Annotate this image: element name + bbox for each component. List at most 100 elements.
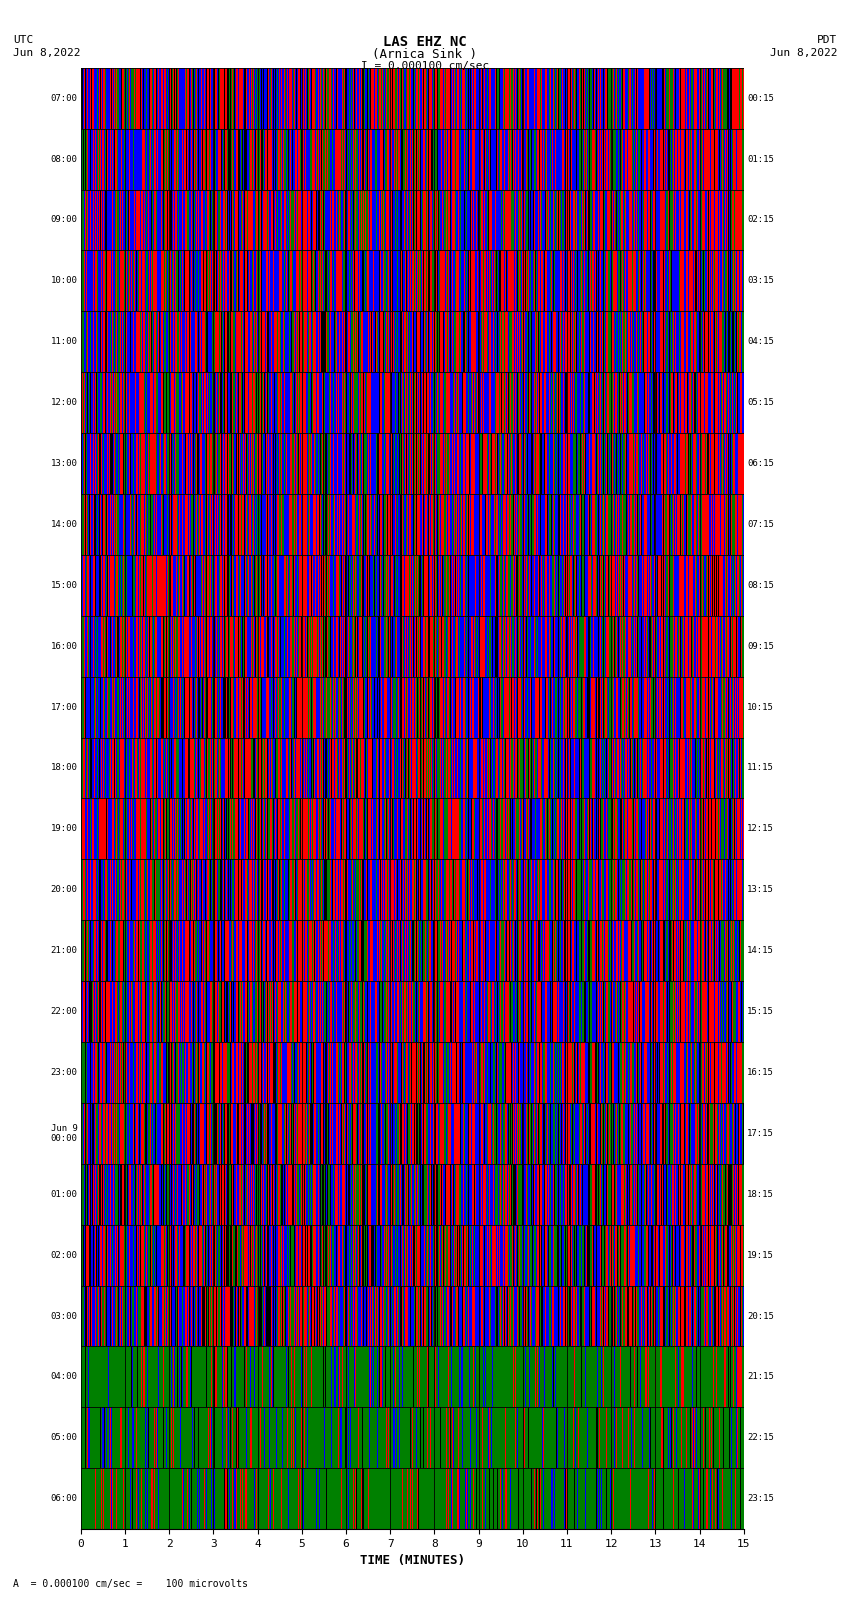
Bar (547, 373, 549, 434)
Bar (190, 677, 192, 737)
Bar (94, 555, 95, 616)
Bar (552, 555, 554, 616)
Bar (577, 1224, 579, 1286)
Bar (507, 798, 509, 860)
Text: 08:15: 08:15 (747, 581, 774, 590)
Bar (132, 860, 134, 919)
Bar (456, 190, 458, 250)
Bar (285, 616, 287, 677)
Bar (711, 129, 714, 190)
Bar (82, 494, 84, 555)
Bar (380, 1347, 382, 1407)
Bar (419, 1103, 421, 1165)
Bar (702, 616, 705, 677)
Bar (658, 919, 660, 981)
Bar (483, 677, 488, 737)
Bar (567, 1468, 574, 1529)
Bar (331, 434, 332, 494)
Bar (738, 434, 740, 494)
Bar (398, 555, 399, 616)
Bar (546, 677, 548, 737)
Bar (348, 616, 349, 677)
Bar (380, 737, 382, 798)
Bar (108, 798, 112, 860)
Bar (222, 798, 224, 860)
Bar (562, 190, 564, 250)
Bar (395, 68, 396, 129)
Bar (141, 860, 144, 919)
Bar (536, 250, 537, 311)
Bar (244, 1286, 246, 1347)
Bar (694, 1224, 696, 1286)
Bar (285, 1165, 286, 1224)
Bar (309, 919, 312, 981)
Bar (310, 1224, 312, 1286)
Bar (693, 129, 694, 190)
Bar (503, 1103, 505, 1165)
Bar (337, 311, 339, 373)
Bar (184, 1468, 187, 1529)
Bar (166, 311, 167, 373)
Bar (115, 190, 116, 250)
Bar (173, 860, 176, 919)
Bar (246, 1103, 247, 1165)
Bar (245, 981, 246, 1042)
Bar (711, 434, 714, 494)
Bar (230, 250, 231, 311)
Bar (82, 1286, 84, 1347)
Bar (241, 1042, 243, 1103)
Bar (697, 129, 699, 190)
Bar (552, 1407, 557, 1468)
Bar (88, 68, 90, 129)
Bar (656, 494, 658, 555)
Bar (246, 1347, 250, 1407)
Bar (632, 494, 633, 555)
Bar (660, 1286, 662, 1347)
Bar (660, 1347, 661, 1407)
Bar (360, 798, 363, 860)
Bar (491, 494, 495, 555)
Bar (220, 860, 222, 919)
Bar (411, 129, 412, 190)
Bar (302, 250, 307, 311)
Bar (626, 798, 627, 860)
Bar (517, 68, 518, 129)
Bar (555, 555, 557, 616)
Bar (606, 981, 608, 1042)
Bar (595, 434, 596, 494)
Bar (363, 311, 366, 373)
Bar (568, 798, 570, 860)
Bar (485, 798, 487, 860)
Bar (133, 311, 136, 373)
Bar (258, 129, 260, 190)
Bar (110, 1042, 111, 1103)
Bar (442, 860, 444, 919)
Bar (176, 1042, 178, 1103)
Bar (513, 434, 515, 494)
Bar (547, 1286, 549, 1347)
Bar (266, 677, 269, 737)
Bar (421, 1286, 422, 1347)
Bar (517, 919, 518, 981)
Bar (269, 981, 271, 1042)
Bar (143, 1347, 144, 1407)
Bar (106, 68, 110, 129)
Bar (406, 1407, 410, 1468)
Bar (103, 68, 105, 129)
Bar (362, 494, 363, 555)
Bar (82, 190, 84, 250)
Bar (82, 919, 84, 981)
Bar (304, 68, 306, 129)
Bar (599, 1224, 601, 1286)
Bar (531, 919, 534, 981)
Bar (163, 1165, 164, 1224)
Bar (488, 494, 490, 555)
Bar (278, 1286, 280, 1347)
Bar (387, 1407, 388, 1468)
Bar (449, 1347, 451, 1407)
Bar (126, 737, 128, 798)
Bar (314, 1042, 316, 1103)
Bar (262, 129, 264, 190)
Bar (338, 798, 340, 860)
Bar (91, 1286, 93, 1347)
